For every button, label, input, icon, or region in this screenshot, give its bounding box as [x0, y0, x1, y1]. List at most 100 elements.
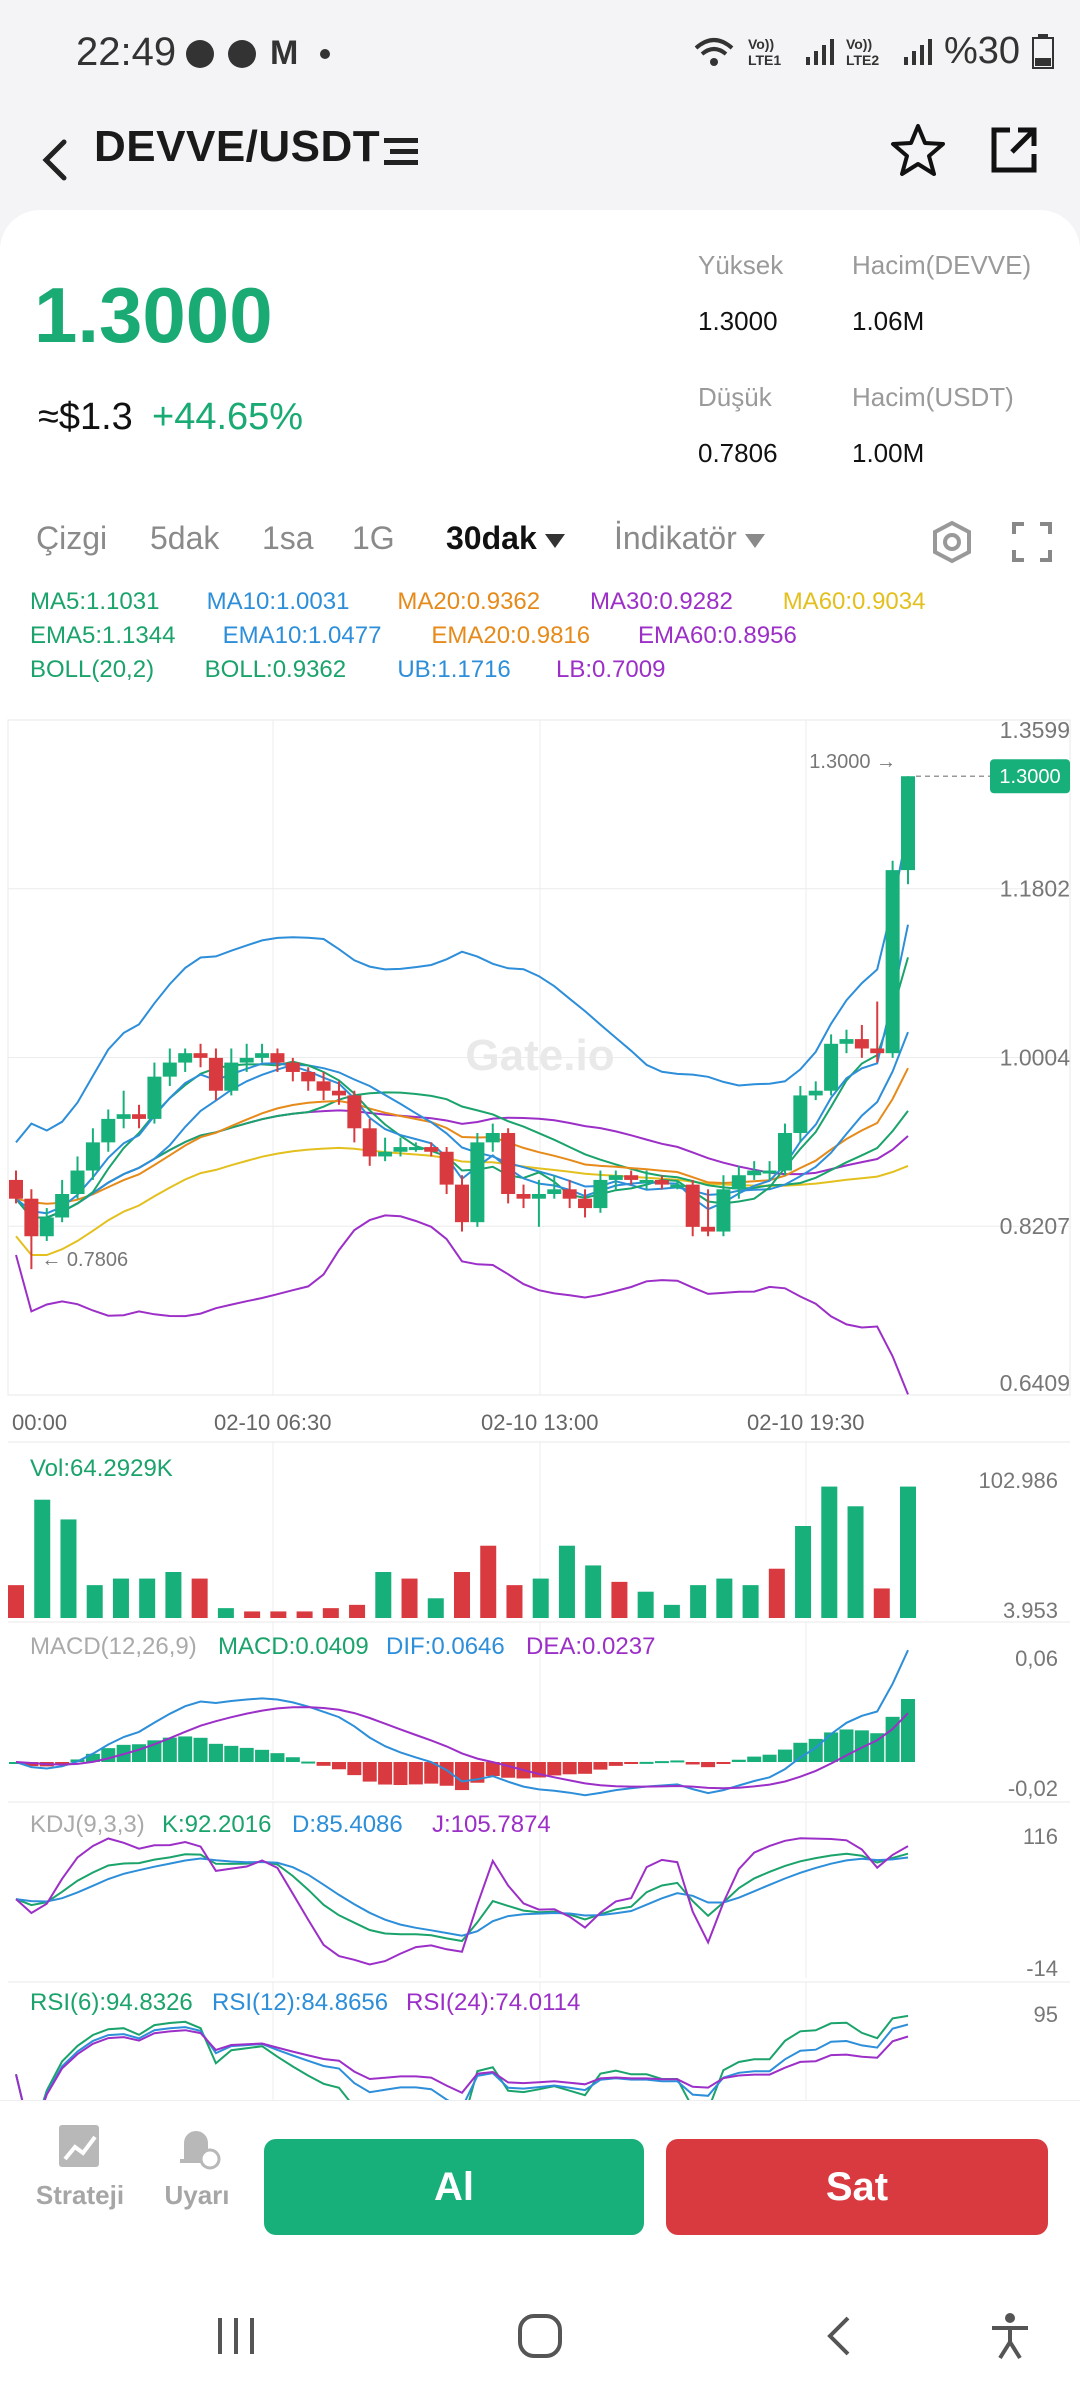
- macd-histogram-bar: [208, 1743, 223, 1762]
- high-value: 1.3000: [698, 306, 778, 336]
- tab-5min[interactable]: 5dak: [150, 520, 220, 556]
- share-icon[interactable]: [984, 120, 1044, 180]
- recent-apps-icon[interactable]: [214, 2314, 258, 2358]
- buy-button[interactable]: Al: [264, 2139, 644, 2235]
- y-tick-label: 0.6409: [1000, 1370, 1070, 1396]
- sell-button[interactable]: Sat: [666, 2139, 1048, 2235]
- macd-histogram-bar: [639, 1761, 654, 1764]
- macd-histogram-bar: [885, 1716, 900, 1762]
- low-value: 0.7806: [698, 438, 778, 468]
- boll-legend: BOLL(20,2) BOLL:0.9362 UB:1.1716 LB:0.70…: [30, 656, 665, 684]
- macd-histogram-bar: [85, 1753, 100, 1762]
- candle: [239, 1057, 254, 1063]
- volume-bar: [795, 1526, 812, 1618]
- tab-indicator[interactable]: İndikatör: [614, 520, 765, 557]
- volume-bar: [244, 1611, 261, 1618]
- price-markers: 1.3000 → ← 0.7806 1.3000: [41, 751, 1070, 1271]
- chart-grid: [7, 719, 1071, 2100]
- candle: [578, 1198, 593, 1209]
- macd-histogram-bar: [777, 1749, 792, 1762]
- dif-value: DIF:0.0646: [386, 1633, 505, 1660]
- macd-histogram-bar: [854, 1730, 869, 1762]
- candle: [316, 1081, 331, 1091]
- candle: [270, 1053, 285, 1063]
- macd-histogram-bar: [301, 1761, 316, 1764]
- candle: [624, 1175, 639, 1180]
- candle: [116, 1114, 131, 1119]
- y-tick-label: 1.1802: [1000, 876, 1070, 902]
- x-tick-label: 00:00: [12, 1410, 67, 1435]
- rsi12-value: RSI(12):84.8656: [212, 1989, 388, 2016]
- pair-title[interactable]: DEVVE/USDT: [94, 122, 381, 171]
- alert-button[interactable]: Uyarı: [152, 2121, 242, 2211]
- kline-chart[interactable]: Gate.io 1.3599 1.1802 1.0004 0.8207 0.6409 0…: [0, 700, 1080, 2100]
- volume-bar: [8, 1585, 24, 1618]
- candle: [839, 1039, 854, 1044]
- back-nav-icon[interactable]: [820, 2314, 860, 2358]
- ema-legend: EMA5:1.1344 EMA10:1.0477 EMA20:0.9816 EM…: [30, 622, 797, 650]
- candle: [178, 1053, 193, 1063]
- vol-base-value: 1.06M: [852, 306, 925, 336]
- volume-bar: [611, 1581, 628, 1618]
- last-price-tag: [990, 759, 1070, 794]
- volume-bar: [191, 1578, 208, 1618]
- candle: [255, 1053, 270, 1058]
- candle: [147, 1076, 162, 1119]
- macd-histogram-bar: [793, 1742, 808, 1762]
- ema60-value: EMA60:0.8956: [638, 622, 797, 649]
- pair-menu-icon[interactable]: [384, 134, 418, 170]
- status-right: Vo)) LTE1 Vo)) LTE2 %30: [692, 30, 1054, 73]
- volume-bar: [900, 1486, 916, 1618]
- volume-bar: [86, 1585, 103, 1618]
- macd-histogram-bar: [670, 1760, 685, 1763]
- strategy-button[interactable]: Strateji: [30, 2121, 130, 2211]
- signal2-icon: [903, 38, 932, 65]
- volume-min: 3.953: [1003, 1598, 1058, 1623]
- status-time: 22:49: [76, 30, 177, 74]
- volume-bar: [768, 1568, 785, 1618]
- macd-histogram-bar: [562, 1762, 577, 1775]
- candle: [531, 1194, 546, 1199]
- candle: [193, 1053, 208, 1058]
- macd-histogram-bar: [578, 1762, 593, 1774]
- chart-settings-icon[interactable]: [930, 520, 974, 564]
- macd-histogram-bar: [716, 1762, 731, 1764]
- tab-1h[interactable]: 1sa: [262, 520, 314, 556]
- watermark: Gate.io: [465, 1031, 614, 1080]
- boll-label: BOLL(20,2): [30, 656, 155, 683]
- macd-label: MACD(12,26,9): [30, 1633, 197, 1660]
- tab-30min[interactable]: 30dak: [446, 520, 565, 557]
- accessibility-icon[interactable]: [986, 2310, 1034, 2362]
- candle: [101, 1118, 116, 1143]
- candle: [639, 1179, 654, 1183]
- rsi12-line: [15, 2023, 909, 2100]
- high-label: Yüksek: [698, 250, 784, 280]
- volume-bar: [480, 1545, 497, 1618]
- candle: [39, 1217, 54, 1237]
- macd-histogram-bar: [347, 1762, 362, 1776]
- usd-price: ≈$1.3: [38, 396, 133, 438]
- ma60-line: [15, 1146, 909, 1256]
- candle: [808, 1090, 823, 1096]
- strategy-label: Strateji: [35, 2180, 125, 2210]
- tab-line[interactable]: Çizgi: [36, 520, 108, 556]
- tab-1d[interactable]: 1G: [352, 520, 395, 556]
- candle: [132, 1114, 147, 1119]
- k-line: [15, 1852, 909, 1943]
- y-tick-label: 1.3599: [1000, 717, 1070, 743]
- macd-value: MACD:0.0409: [218, 1633, 369, 1660]
- gmail-icon: M: [270, 34, 299, 72]
- volume-label: Vol:64.2929K: [30, 1455, 173, 1482]
- macd-histogram-bar: [747, 1756, 762, 1762]
- volume-bar: [165, 1572, 182, 1618]
- candle: [731, 1175, 746, 1190]
- candle: [793, 1095, 808, 1133]
- back-arrow-icon[interactable]: [26, 130, 86, 190]
- favorite-star-icon[interactable]: [888, 120, 948, 180]
- ema20-line: [15, 1067, 909, 1205]
- fullscreen-icon[interactable]: [1010, 520, 1054, 564]
- macd-histogram-bar: [762, 1754, 777, 1762]
- ma30-value: MA30:0.9282: [590, 588, 733, 615]
- home-icon[interactable]: [516, 2312, 564, 2360]
- kdj-label: KDJ(9,3,3): [30, 1811, 145, 1838]
